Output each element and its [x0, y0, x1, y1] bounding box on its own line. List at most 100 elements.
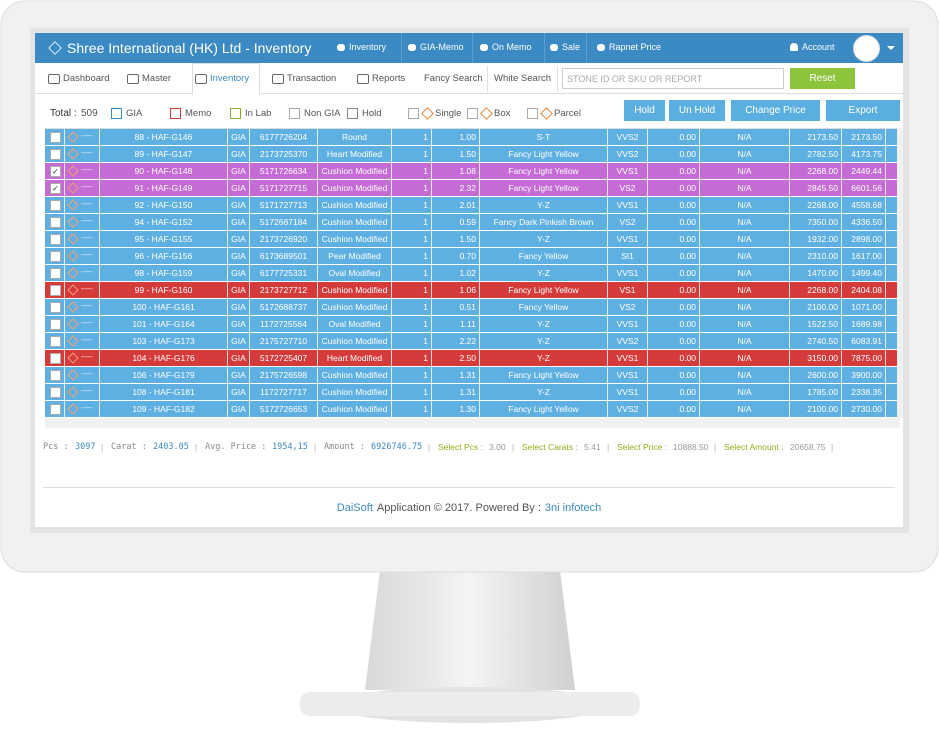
table-cell: 1617.00: [842, 248, 886, 264]
reset-button[interactable]: Reset: [790, 68, 855, 89]
table-cell: GIA: [228, 265, 250, 281]
selection-value: 10888.50: [673, 442, 709, 452]
table-cell: N/A: [700, 265, 790, 281]
caret: [887, 46, 895, 54]
tab[interactable]: Dashboard: [63, 73, 110, 84]
row-checkbox[interactable]: ✓: [50, 183, 61, 194]
table-row: ----- 106 - HAF-G179 GIA 2175726598 Cushion …: [45, 367, 900, 384]
row-checkbox[interactable]: [50, 387, 61, 398]
checkbox[interactable]: [408, 108, 419, 119]
checkbox[interactable]: [170, 108, 181, 119]
tab[interactable]: Master: [142, 73, 172, 84]
checkbox[interactable]: [230, 108, 241, 119]
nav-link[interactable]: Sale: [562, 42, 581, 52]
table-cell: GIA: [228, 316, 250, 332]
table-cell: 91 - HAF-G149: [100, 180, 228, 196]
action-button[interactable]: Change Price: [731, 100, 820, 121]
table-cell: ✓: [45, 180, 65, 196]
row-checkbox[interactable]: [50, 200, 61, 211]
row-checkbox[interactable]: [50, 285, 61, 296]
row-checkbox[interactable]: [50, 370, 61, 381]
table-row: ----- 103 - HAF-G173 GIA 2175727710 Cushion …: [45, 333, 900, 350]
nav-link[interactable]: Inventory: [349, 42, 387, 52]
tab[interactable]: Transaction: [287, 73, 337, 84]
nav-icon: [408, 44, 416, 51]
table-cell: N/A: [700, 384, 790, 400]
nav-link[interactable]: On Memo: [492, 42, 532, 52]
table-cell: [45, 282, 65, 298]
row-checkbox[interactable]: [50, 319, 61, 330]
tab[interactable]: Reports: [372, 73, 406, 84]
table-cell: 1.31: [432, 384, 480, 400]
diamond-icon: [67, 386, 79, 398]
table-cell: 5172726653: [250, 401, 318, 417]
tab[interactable]: White Search: [494, 73, 552, 84]
table-cell: VVS1: [608, 163, 648, 179]
table-cell: N/A: [700, 299, 790, 315]
search-input[interactable]: STONE ID OR SKU OR REPORT: [562, 68, 784, 89]
account-link[interactable]: Account: [802, 42, 835, 52]
table-cell: 90 - HAF-G148: [100, 163, 228, 179]
table-cell: GIA: [228, 129, 250, 145]
table-cell: 1: [392, 350, 432, 366]
checkbox[interactable]: [111, 108, 122, 119]
row-checkbox[interactable]: [50, 336, 61, 347]
table-cell: [45, 197, 65, 213]
checkbox-label: Box: [494, 108, 511, 119]
table-cell: Fancy Light Yellow: [480, 163, 608, 179]
diamond-icon: [67, 318, 79, 330]
summary-label: Carat :: [111, 442, 147, 452]
nav-link[interactable]: Rapnet Price: [609, 42, 662, 52]
tab[interactable]: Inventory: [210, 73, 250, 84]
row-checkbox[interactable]: [50, 268, 61, 279]
row-checkbox[interactable]: [50, 149, 61, 160]
tab[interactable]: Fancy Search: [424, 73, 483, 84]
diamond-icon: [67, 199, 79, 211]
table-cell: 0.70: [432, 248, 480, 264]
checkbox[interactable]: [527, 108, 538, 119]
row-checkbox[interactable]: ✓: [50, 166, 61, 177]
table-cell: Y-Z: [480, 350, 608, 366]
checkbox[interactable]: [467, 108, 478, 119]
table-cell: 1: [392, 146, 432, 162]
table-cell: Oval Modified: [318, 316, 392, 332]
table-cell: 5172688737: [250, 299, 318, 315]
table-cell: Y-Z: [480, 316, 608, 332]
checkbox[interactable]: [289, 108, 300, 119]
checkbox[interactable]: [347, 108, 358, 119]
nav-link[interactable]: GIA-Memo: [420, 42, 464, 52]
row-checkbox[interactable]: [50, 302, 61, 313]
row-checkbox[interactable]: [50, 404, 61, 415]
table-cell: ✓: [45, 163, 65, 179]
table-cell: 0.00: [648, 350, 700, 366]
separator: |: [314, 442, 317, 452]
table-cell: -----: [65, 214, 100, 230]
total-value: 509: [81, 108, 98, 119]
table-cell: GIA: [228, 146, 250, 162]
row-checkbox[interactable]: [50, 353, 61, 364]
table-cell: Heart Modified: [318, 146, 392, 162]
avatar[interactable]: [853, 35, 880, 62]
row-checkbox[interactable]: [50, 217, 61, 228]
table-cell: 98 - HAF-G159: [100, 265, 228, 281]
action-button[interactable]: Hold: [624, 100, 665, 121]
action-button[interactable]: Un Hold: [669, 100, 725, 121]
row-checkbox[interactable]: [50, 132, 61, 143]
table-cell: [45, 350, 65, 366]
footer-company[interactable]: 3ni infotech: [544, 502, 602, 514]
row-checkbox[interactable]: [50, 251, 61, 262]
table-cell: 2.22: [432, 333, 480, 349]
table-row: ----- 89 - HAF-G147 GIA 2173725370 Heart Mod…: [45, 146, 900, 163]
table-cell: -----: [65, 129, 100, 145]
type-icon: [421, 107, 434, 120]
footer-brand[interactable]: DaiSoft: [336, 502, 373, 514]
data-table: ----- 88 - HAF-G146 GIA 6177726204 Round 1 1.0…: [45, 128, 900, 419]
tab-icon: [195, 74, 207, 84]
table-cell: 2740.50: [790, 333, 842, 349]
table-cell: -----: [65, 163, 100, 179]
h-scrollbar: [45, 418, 900, 428]
header-bar: [35, 33, 903, 63]
row-checkbox[interactable]: [50, 234, 61, 245]
table-cell: N/A: [700, 231, 790, 247]
action-button[interactable]: Export: [826, 100, 900, 121]
